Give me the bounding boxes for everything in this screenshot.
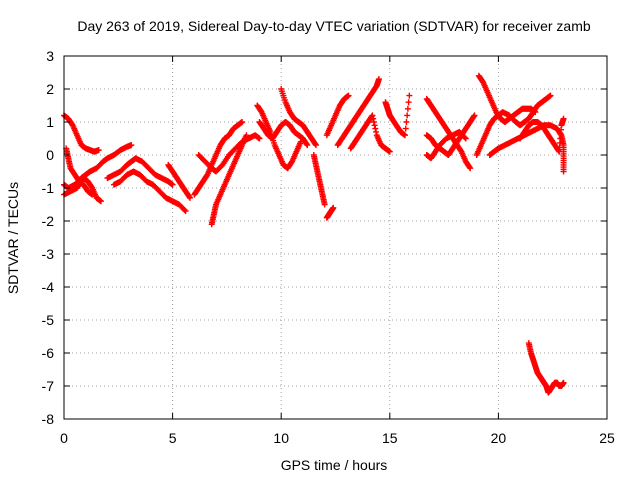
data-point (312, 141, 319, 147)
data-point (386, 148, 393, 155)
x-tick-label: 5 (169, 430, 177, 446)
y-tick-label: -5 (42, 312, 55, 328)
data-point (321, 201, 328, 208)
data-point (312, 142, 319, 149)
data-point (375, 76, 382, 83)
series-trace-d (63, 145, 96, 198)
data-point (404, 112, 411, 119)
data-point (369, 112, 376, 119)
x-axis-label: GPS time / hours (281, 457, 388, 473)
data-point (467, 165, 474, 172)
data-point (304, 142, 311, 149)
series-trace-f (110, 168, 189, 215)
series-trace-n (310, 152, 328, 208)
data-point (462, 135, 469, 142)
y-tick-label: 1 (46, 114, 54, 130)
data-point (402, 125, 409, 132)
y-tick-label: 2 (46, 81, 54, 97)
data-point (373, 128, 380, 135)
data-point (182, 208, 189, 215)
data-point (466, 164, 473, 171)
data-point (547, 92, 554, 99)
data-point (371, 122, 378, 129)
series-trace-r (347, 112, 393, 155)
series-trace-h (191, 119, 246, 198)
chart-title: Day 263 of 2019, Sidereal Day-to-day VTE… (77, 18, 590, 34)
data-point (560, 115, 567, 122)
series-trace-m (278, 86, 319, 149)
y-tick-label: -3 (42, 246, 55, 262)
series-trace-z (517, 115, 567, 155)
data-point (404, 105, 411, 112)
series-trace-k (254, 102, 304, 172)
data-point (372, 125, 379, 132)
data-point (345, 92, 352, 99)
x-tick-label: 25 (599, 430, 615, 446)
data-point (186, 194, 193, 201)
data-point (555, 147, 562, 154)
series-trace-v (423, 128, 469, 162)
y-tick-label: -4 (42, 279, 55, 295)
y-tick-label: 3 (46, 48, 54, 64)
data-point (181, 207, 188, 213)
y-tick-label: -7 (42, 378, 55, 394)
series-trace-l (256, 119, 311, 149)
data-point (303, 141, 310, 147)
series-trace-q (334, 76, 382, 149)
series-trace-a (61, 112, 102, 155)
series-trace-x (473, 92, 554, 158)
data-point (560, 168, 567, 175)
y-tick-label: -6 (42, 345, 55, 361)
x-tick-label: 15 (382, 430, 398, 446)
data-point (370, 119, 377, 125)
series-trace-y (486, 122, 567, 175)
series-trace-p (323, 92, 352, 139)
series-trace-neg (525, 340, 567, 396)
y-tick-label: -8 (42, 411, 55, 427)
data-point (470, 113, 477, 120)
data-point (239, 119, 246, 125)
data-point (330, 204, 337, 211)
data-point (256, 135, 263, 142)
axis-ticks: -8 -7 -6 -5 -4 -3 -2 -1 0 1 2 3 0 5 10 15 20 25 (42, 48, 615, 446)
y-tick-label: 0 (46, 147, 54, 163)
data-point (403, 119, 410, 125)
data-point (405, 99, 412, 106)
series-trace-g (165, 161, 193, 201)
data-points (61, 72, 567, 396)
y-tick-label: -1 (42, 180, 55, 196)
series-trace-w (475, 72, 539, 125)
data-point (186, 193, 193, 200)
series-trace-s (382, 92, 413, 139)
data-point (402, 132, 409, 139)
data-point (89, 191, 96, 198)
x-tick-label: 0 (60, 430, 68, 446)
y-tick-label: -2 (42, 213, 55, 229)
data-point (95, 147, 102, 154)
x-tick-label: 10 (273, 430, 289, 446)
data-point (560, 379, 567, 386)
data-point (370, 115, 377, 122)
series-trace-j (195, 132, 263, 175)
data-point (169, 181, 176, 188)
x-tick-label: 20 (491, 430, 507, 446)
series-trace-o (323, 204, 337, 221)
data-point (406, 92, 413, 99)
data-point (97, 198, 104, 205)
series-trace-e (104, 155, 176, 188)
data-point (461, 134, 468, 141)
plot-frame (63, 55, 608, 420)
data-point (128, 142, 135, 149)
data-point (471, 112, 478, 119)
y-axis-label: SDTVAR / TECUs (5, 182, 21, 294)
